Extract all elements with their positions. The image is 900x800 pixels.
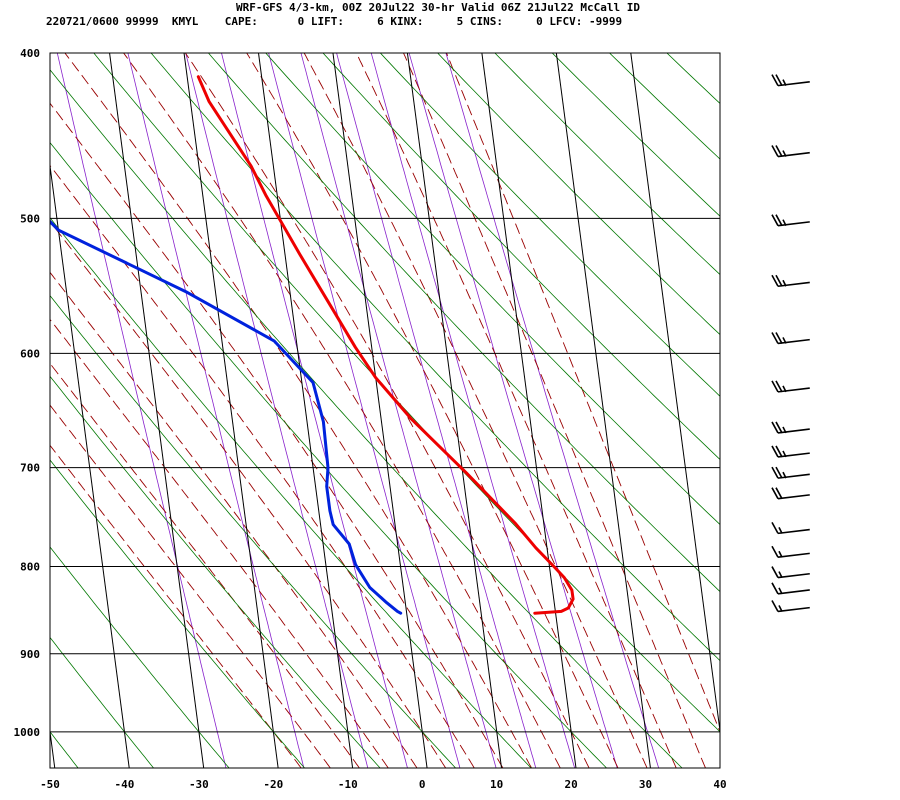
dry-adiabat-line (839, 53, 900, 768)
isotherm-line (109, 53, 205, 768)
wind-barb (771, 421, 810, 434)
moist-adiabat-line (50, 102, 504, 768)
y-tick-label: 600 (20, 347, 40, 360)
x-tick-label: -20 (263, 778, 283, 791)
dry-adiabat-line (50, 375, 381, 768)
dry-adiabat-line (50, 459, 305, 768)
dry-adiabat-line (50, 636, 154, 768)
dry-adiabat-line (150, 53, 720, 662)
x-tick-label: -30 (189, 778, 209, 791)
wind-barb (771, 214, 810, 227)
isotherm-line (555, 53, 651, 768)
wind-barb (771, 380, 810, 393)
x-tick-label: 10 (490, 778, 503, 791)
dry-adiabats (50, 53, 900, 768)
isotherm-line (630, 53, 720, 735)
x-tick-label: 20 (564, 778, 577, 791)
y-tick-label: 400 (20, 47, 40, 60)
wind-barb (771, 545, 810, 559)
mixing-ratio-line (56, 53, 227, 768)
x-tick-label: 0 (419, 778, 426, 791)
isotherm-line (258, 53, 354, 768)
x-tick-label: -50 (40, 778, 60, 791)
mixing-ratio-line (127, 53, 305, 768)
isotherm-line (481, 53, 577, 768)
stats-line: 220721/0600 99999 KMYL CAPE: 0 LIFT: 6 K… (46, 15, 623, 28)
dry-adiabat-line (50, 69, 683, 768)
moist-adiabat-line (50, 404, 331, 768)
dry-adiabat-line (50, 546, 230, 768)
mixing-ratio-line (336, 53, 537, 768)
isotherm-line (406, 53, 503, 768)
wind-barb (771, 582, 810, 595)
y-tick-label: 700 (20, 462, 40, 475)
mixing-ratio-line (221, 53, 408, 768)
x-tick-label: -10 (338, 778, 358, 791)
wind-barb (771, 332, 810, 345)
y-tick-label: 1000 (14, 726, 41, 739)
mixing-ratio-line (185, 53, 369, 768)
dry-adiabat-line (437, 53, 720, 336)
moist-adiabat-line (303, 53, 648, 768)
isotherm-line (183, 53, 279, 768)
y-axis-tick-labels: 400 500 600 700 800 900 1000 (14, 47, 41, 739)
chart-title: WRF-GFS 4/3-km, 00Z 20Jul22 30-hr Valid … (236, 1, 640, 14)
wind-barb (771, 74, 810, 87)
profile-series (50, 75, 575, 615)
x-tick-label: -40 (115, 778, 135, 791)
wind-barb (771, 487, 810, 500)
x-tick-label: 30 (639, 778, 652, 791)
moist-adiabat-line (355, 53, 677, 768)
y-tick-label: 900 (20, 648, 40, 661)
dry-adiabat-line (724, 53, 900, 768)
dry-adiabat-line (380, 53, 720, 397)
moist-adiabat-line (64, 53, 532, 768)
x-tick-label: 40 (713, 778, 726, 791)
moist-adiabat-line (185, 53, 590, 768)
moist-adiabat-line (403, 53, 706, 768)
temperature-profile-line (196, 75, 575, 615)
dry-adiabat-line (265, 53, 720, 526)
dry-adiabat-line (322, 53, 720, 461)
plot-border (49, 52, 721, 769)
isotherm-line (50, 162, 130, 768)
wind-barb (771, 566, 810, 579)
moist-adiabat-line (50, 362, 360, 768)
moist-adiabat-line (123, 53, 561, 768)
dry-adiabat-line (93, 53, 720, 733)
moist-adiabat-line (50, 164, 475, 768)
moist-adiabats (50, 53, 720, 768)
dry-adiabat-line (782, 53, 900, 768)
dry-adiabat-line (896, 53, 900, 768)
mixing-ratio-line (268, 53, 461, 768)
wind-barbs (771, 74, 810, 613)
mixing-ratio-line (300, 53, 497, 768)
wind-barb (771, 600, 810, 613)
dewpoint-profile-line (50, 219, 403, 615)
dry-adiabat-line (208, 53, 720, 593)
moist-adiabat-line (50, 271, 418, 768)
moist-adiabat-line (446, 53, 720, 733)
wind-barb (771, 445, 810, 458)
mixing-ratio-line (408, 53, 618, 768)
x-axis-tick-labels: -50 -40 -30 -20 -10 0 10 20 30 40 (40, 778, 727, 791)
moist-adiabat-line (50, 444, 302, 768)
plot-area (50, 53, 720, 768)
dry-adiabat-line (50, 294, 456, 768)
moist-adiabat-line (50, 318, 389, 768)
isotherm-line (332, 53, 428, 768)
y-tick-label: 800 (20, 561, 40, 574)
wind-barb (771, 522, 810, 535)
mixing-ratio-line (370, 53, 576, 768)
y-tick-label: 500 (20, 212, 40, 225)
mixing-ratio-line (445, 53, 660, 768)
dry-adiabat-line (494, 53, 720, 276)
wind-barb (771, 145, 810, 158)
mixing-ratio-lines (56, 53, 660, 768)
dry-adiabat-line (50, 141, 607, 768)
wind-barb (771, 274, 810, 288)
wind-barb (771, 466, 810, 479)
